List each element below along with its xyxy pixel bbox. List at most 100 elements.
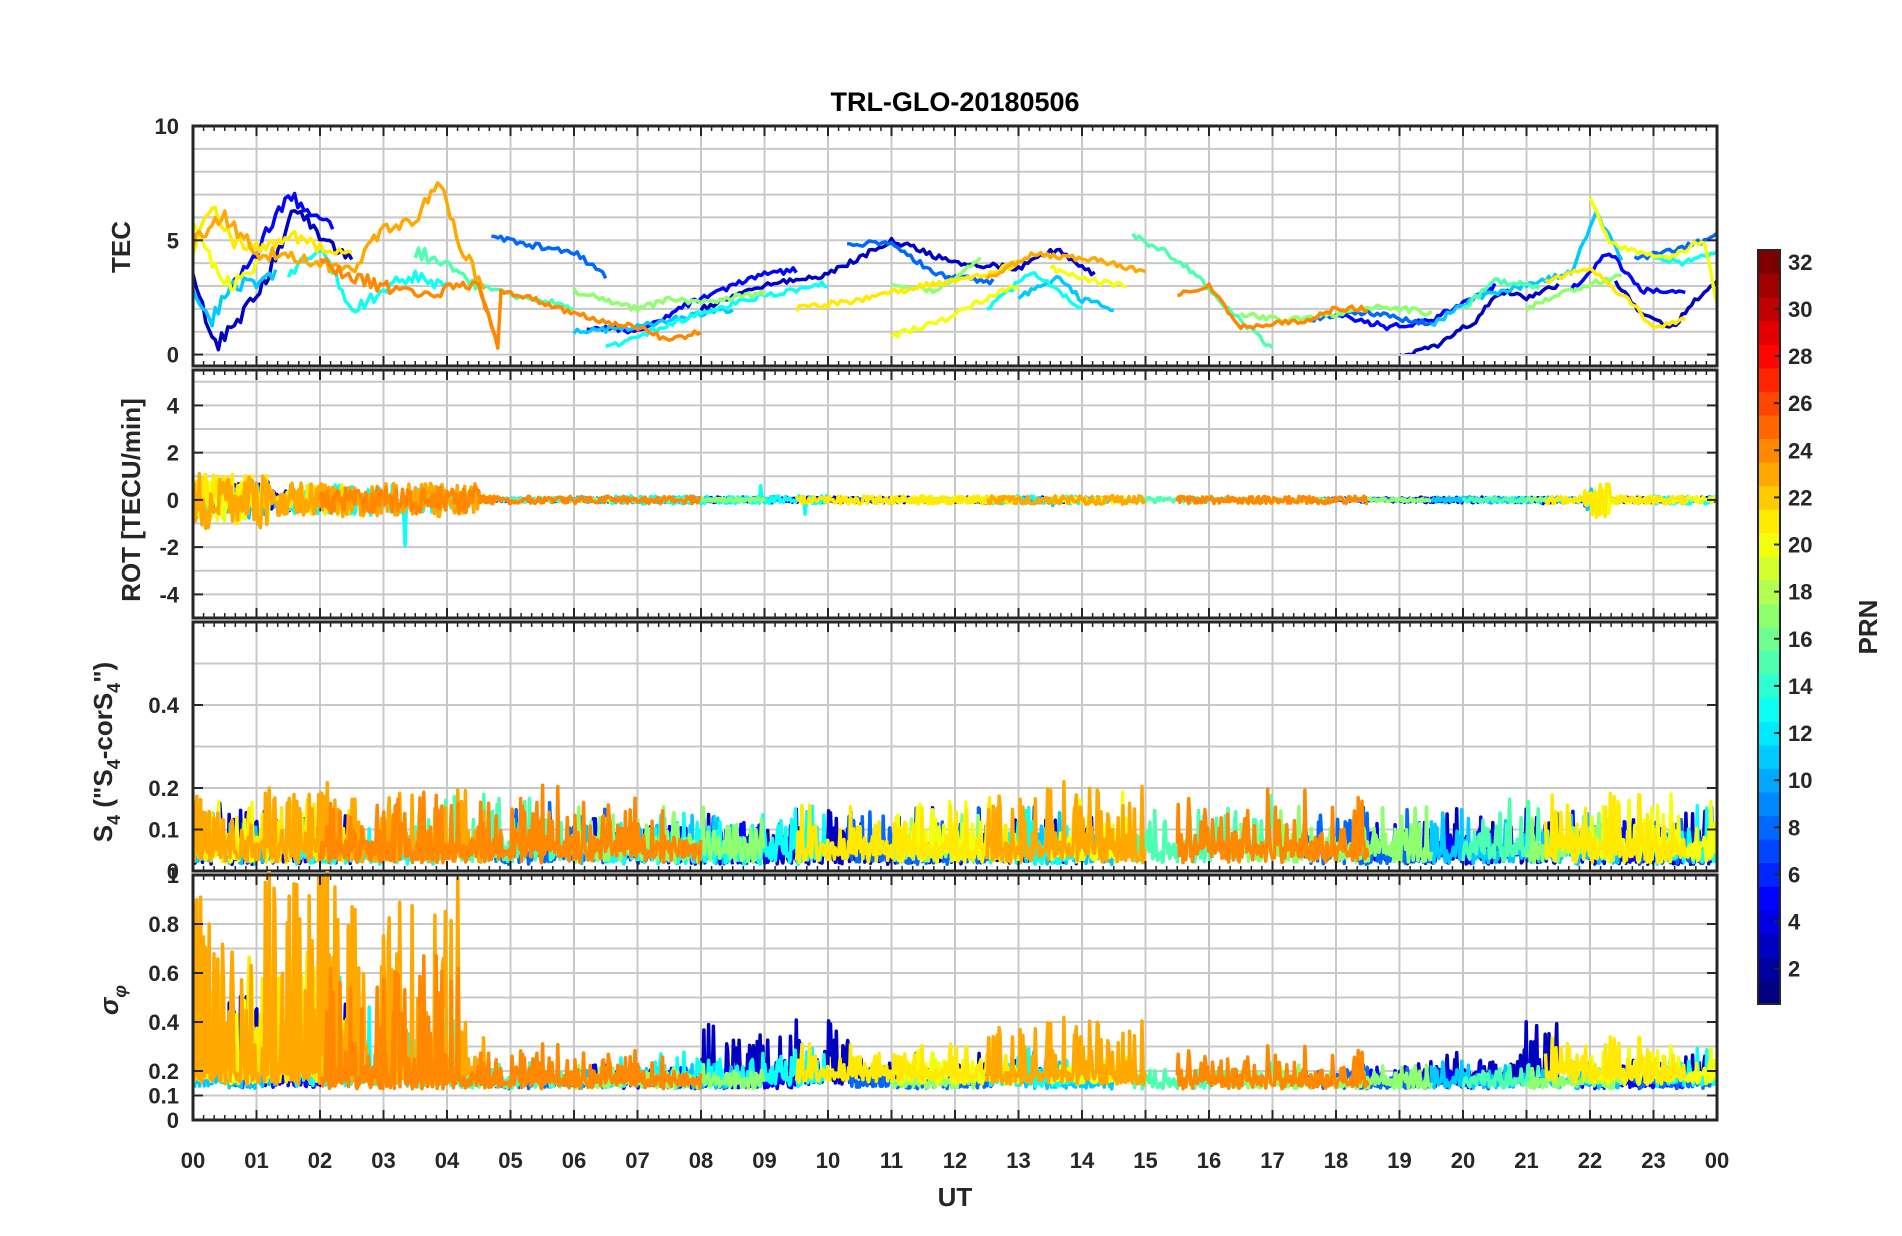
panel-s4-ticks: 0 0.1 0.2 0.4 xyxy=(148,622,1718,884)
series-line-prn-24-s4 xyxy=(1175,787,1370,865)
colorbar-tick-label: 22 xyxy=(1788,485,1812,510)
colorbar-cell xyxy=(1758,367,1780,392)
colorbar-cell xyxy=(1758,320,1780,345)
y-tick-label: 0.4 xyxy=(148,1010,179,1035)
x-axis-label: UT xyxy=(938,1182,973,1212)
rot-ylabel: ROT [TECU/min] xyxy=(116,398,146,602)
series-line-prn-11-tec xyxy=(1430,209,1624,327)
colorbar-tick-label: 2 xyxy=(1788,957,1800,982)
x-tick-label: 04 xyxy=(435,1148,460,1173)
series-line-prn-21-rot xyxy=(1544,482,1687,520)
colorbar-cells xyxy=(1758,250,1780,1005)
x-tick-label: 15 xyxy=(1133,1148,1157,1173)
series-line-prn-23-rot xyxy=(986,493,1147,507)
x-tick-label: 10 xyxy=(816,1148,840,1173)
s4-ylabel-mid1: ("S xyxy=(88,769,118,815)
panel-sigma-phi-series xyxy=(193,871,1717,1091)
series-line-prn-24-rot xyxy=(477,494,702,506)
colorbar-cell xyxy=(1758,297,1780,322)
x-tick-label: 07 xyxy=(625,1148,649,1173)
panel-rot-series xyxy=(193,472,1717,548)
series-line-prn-24-s4 xyxy=(318,790,499,865)
colorbar-tick-label: 20 xyxy=(1788,533,1812,558)
colorbar-cell xyxy=(1758,344,1780,369)
series-line-prn-17-tec xyxy=(1239,303,1433,324)
colorbar-cell xyxy=(1758,391,1780,416)
series-line-prn-8-tec xyxy=(491,234,608,280)
colorbar-cell xyxy=(1758,414,1780,440)
y-tick-label: 0.1 xyxy=(148,1084,179,1109)
series-line-prn-21-rot xyxy=(794,494,1021,506)
y-tick-label: 0 xyxy=(167,488,179,513)
series-line-prn-24-tec xyxy=(318,257,500,345)
panel-rot-frame xyxy=(191,368,1719,620)
series-line-prn-20-tec xyxy=(890,284,1019,339)
colorbar-cell xyxy=(1758,532,1780,557)
y-tick-label: 5 xyxy=(167,228,179,253)
y-tick-label: 0.1 xyxy=(148,818,179,843)
colorbar-cell xyxy=(1758,250,1780,275)
panel-s4-series xyxy=(193,780,1717,867)
panel-tec-series xyxy=(193,181,1717,354)
colorbar-tick-label: 6 xyxy=(1788,862,1800,887)
colorbar-cell xyxy=(1758,815,1780,840)
series-line-prn-3-tec xyxy=(699,236,1096,312)
panel-tec-frame xyxy=(191,124,1719,368)
series-line-prn-3-tec xyxy=(193,209,354,352)
x-tick-label: 19 xyxy=(1387,1148,1411,1173)
colorbar-cell xyxy=(1758,509,1780,534)
colorbar-tick-label: 10 xyxy=(1788,768,1812,793)
y-tick-label: 1 xyxy=(167,863,179,888)
colorbar-cell xyxy=(1758,721,1780,746)
colorbar-cell xyxy=(1758,556,1780,581)
sigma-phi-ylabel: σφ xyxy=(94,985,130,1015)
series-line-prn-21-s4 xyxy=(794,795,1020,865)
colorbar-cell xyxy=(1758,579,1780,605)
colorbar-frame xyxy=(1757,249,1781,1005)
y-tick-label: 0.4 xyxy=(148,693,179,718)
x-tick-labels: 00 01 02 03 04 05 06 07 08 09 10 11 12 13 14 15 16 17 18 19… xyxy=(181,1148,1729,1173)
series-line-prn-24-tec xyxy=(477,285,702,350)
chart-title: TRL-GLO-20180506 xyxy=(830,87,1079,117)
series-line-prn-23-tec xyxy=(985,250,1147,280)
series-line-prn-24-tec xyxy=(1176,282,1369,331)
colorbar-cell xyxy=(1758,956,1780,982)
panel-rot: -4 -2 0 2 4 ROT [TECU/min] xyxy=(116,368,1719,620)
panel-s4: 00.10.20.4 S4 ("S4-corS4") xyxy=(88,620,1719,884)
colorbar-tick-label: 32 xyxy=(1788,250,1812,275)
y-tick-label: 0.2 xyxy=(148,776,179,801)
colorbar-cell xyxy=(1758,627,1780,652)
x-tick-label: 17 xyxy=(1260,1148,1284,1173)
series-line-prn-17-tec xyxy=(1525,273,1623,313)
x-tick-label: 12 xyxy=(943,1148,967,1173)
colorbar-tick-label: 4 xyxy=(1788,910,1801,935)
series-line-prn-13-tec xyxy=(605,280,829,348)
s4-ylabel-s: S xyxy=(88,825,118,842)
colorbar-tick-label: 12 xyxy=(1788,721,1812,746)
colorbar-cell xyxy=(1758,650,1780,675)
colorbar-cell xyxy=(1758,674,1780,699)
series-line-prn-20-tec xyxy=(1588,196,1717,304)
series-line-prn-24-sigma_phi xyxy=(477,1042,703,1091)
colorbar-tick-label: 28 xyxy=(1788,344,1812,369)
panel-tec: 0 5 10 TEC xyxy=(106,114,1719,368)
x-tick-label: 18 xyxy=(1324,1148,1348,1173)
colorbar-cell xyxy=(1758,933,1780,958)
series-line-prn-20-tec xyxy=(193,221,259,292)
colorbar-cell xyxy=(1758,462,1780,487)
x-tick-label: 03 xyxy=(371,1148,395,1173)
panel-rot-grid xyxy=(193,370,1717,618)
s4-ylabel-sub1: 4 xyxy=(104,815,124,825)
colorbar-cell xyxy=(1758,909,1780,934)
x-tick-label: 02 xyxy=(308,1148,332,1173)
colorbar-cell xyxy=(1758,744,1780,769)
x-tick-label: 09 xyxy=(752,1148,776,1173)
series-line-prn-24-rot xyxy=(1175,494,1369,506)
colorbar-cell xyxy=(1758,768,1780,793)
series-line-prn-20-tec xyxy=(1049,264,1128,289)
colorbar-cell xyxy=(1758,862,1780,887)
colorbar-cell xyxy=(1758,980,1780,1005)
y-tick-label: 0.8 xyxy=(148,912,179,937)
series-line-prn-13-tec xyxy=(286,249,449,314)
